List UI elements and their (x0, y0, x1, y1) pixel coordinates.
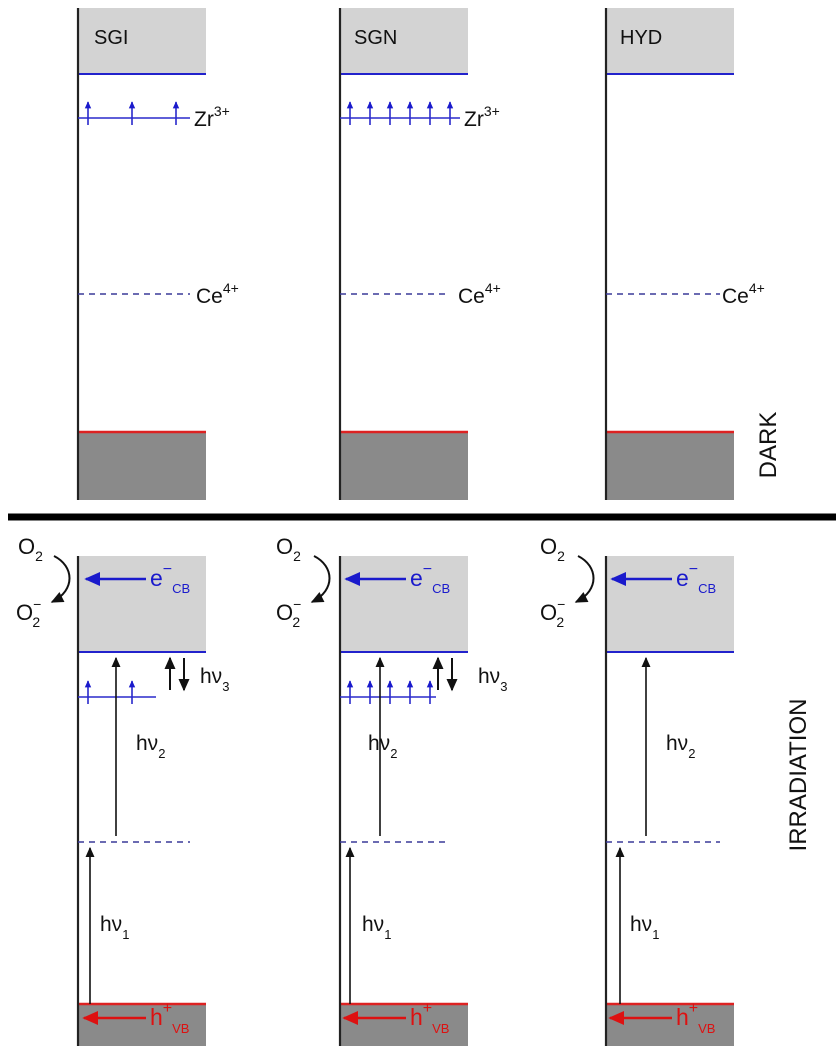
hv1-transition-sgn: hν1 (345, 846, 391, 1004)
conduction-band-sgn-irr (340, 556, 468, 652)
curved-arrow (574, 555, 595, 603)
o2-label: O2 (540, 534, 565, 564)
hv1-label: hν1 (630, 913, 659, 942)
sample-title-sgi: SGI (94, 27, 128, 49)
irradiation-panel-label: IRRADIATION (785, 699, 812, 852)
hv2-transition-sgn: hν2 (368, 656, 397, 836)
electron-transfer-sgn: e−CB (344, 561, 450, 596)
conduction-band-hyd-dark (606, 8, 734, 74)
oxygen-reduction-hyd: O2 O− 2 (540, 534, 595, 630)
conduction-band-sgi-dark (78, 8, 206, 74)
sample-title-sgn: SGN (354, 27, 397, 49)
hv2-transition-hyd: hν2 (641, 656, 695, 836)
electron-transfer-sgi: e−CB (84, 561, 190, 596)
o2-label: O2 (276, 534, 301, 564)
band-layer (76, 8, 734, 1046)
conduction-band-hyd-irr (606, 556, 734, 652)
oxygen-reduction-sgi: O2 O− 2 (16, 534, 71, 630)
hv3-transition-sgn: hν3 (432, 656, 507, 694)
electron-transfer-hyd: e−CB (610, 561, 716, 596)
hole-vb-label: h+VB (676, 1000, 715, 1036)
zr-level-label-sgn: Zr3+ (464, 103, 500, 131)
hole-vb-label: h+VB (150, 1000, 189, 1036)
hv1-transition-sgi: hν1 (85, 846, 129, 1004)
hv1-label: hν1 (100, 913, 129, 942)
valence-band-hyd-irr (606, 1004, 734, 1046)
electron-cb-label: e−CB (676, 561, 716, 596)
ce-level-label-sgi: Ce4+ (196, 280, 239, 308)
valence-band-sgn-irr (340, 1004, 468, 1046)
sample-title-hyd: HYD (620, 27, 662, 49)
hv2-transition-sgi: hν2 (111, 656, 165, 836)
valence-band-hyd-dark (606, 432, 734, 500)
hole-transfer-sgi: h+VB (82, 1000, 189, 1036)
hv3-label: hν3 (200, 665, 229, 694)
hv3-label: hν3 (478, 665, 507, 694)
o2-minus-label: O− 2 (540, 596, 565, 630)
curved-arrow (310, 555, 331, 603)
valence-band-sgi-dark (78, 432, 206, 500)
hole-vb-label: h+VB (410, 1000, 449, 1036)
hole-transfer-hyd: h+VB (608, 1000, 715, 1036)
ce-level-label-sgn: Ce4+ (458, 280, 501, 308)
o2-label: O2 (18, 534, 43, 564)
dark-panel-label: DARK (755, 412, 782, 479)
curved-arrow (50, 555, 71, 603)
o2-minus-label: O− 2 (16, 596, 41, 630)
electron-cb-label: e−CB (150, 561, 190, 596)
hole-transfer-sgn: h+VB (342, 1000, 449, 1036)
oxygen-reduction-sgn: O2 O− 2 (276, 534, 331, 630)
o2-minus-label: O− 2 (276, 596, 301, 630)
ce-level-label-hyd: Ce4+ (722, 280, 765, 308)
hv2-label: hν2 (136, 732, 165, 761)
conduction-band-sgn-dark (340, 8, 468, 74)
zr-level-label-sgi: Zr3+ (194, 103, 230, 131)
hv3-transition-sgi: hν3 (164, 656, 229, 694)
hv2-label: hν2 (368, 732, 397, 761)
conduction-band-sgi-irr (78, 556, 206, 652)
hv1-label: hν1 (362, 913, 391, 942)
valence-band-sgn-dark (340, 432, 468, 500)
valence-band-sgi-irr (78, 1004, 206, 1046)
sample-titles: SGI SGN HYD (94, 27, 662, 49)
hv2-label: hν2 (666, 732, 695, 761)
electron-cb-label: e−CB (410, 561, 450, 596)
hv1-transition-hyd: hν1 (615, 846, 659, 1004)
